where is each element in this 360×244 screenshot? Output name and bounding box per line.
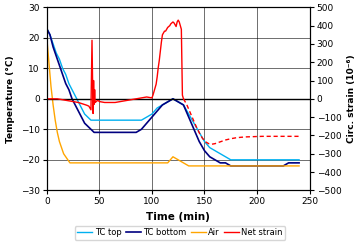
Y-axis label: Temperature (°C): Temperature (°C) [6,55,15,143]
X-axis label: Time (min): Time (min) [146,212,210,222]
Y-axis label: Circ. strain (10⁻⁶): Circ. strain (10⁻⁶) [347,54,356,143]
Legend: TC top, TC bottom, Air, Net strain: TC top, TC bottom, Air, Net strain [75,226,285,240]
